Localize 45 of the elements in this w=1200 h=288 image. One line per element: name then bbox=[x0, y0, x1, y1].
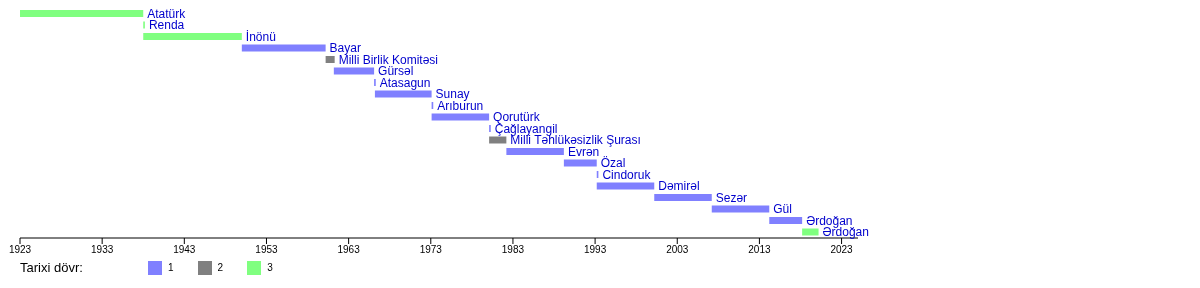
bar bbox=[325, 56, 335, 63]
x-tick-label: 1923 bbox=[8, 244, 32, 256]
y-tick-label: Özal bbox=[600, 156, 626, 170]
x-tick-label: 1943 bbox=[173, 244, 196, 256]
bar bbox=[143, 33, 242, 40]
x-tick-label: 2013 bbox=[748, 244, 771, 256]
y-tick-label: Evrən bbox=[567, 144, 600, 159]
y-tick-label: Atatürk bbox=[147, 6, 187, 21]
bar bbox=[802, 228, 819, 236]
y-tick-label: Sunay bbox=[435, 87, 470, 101]
bar bbox=[506, 148, 564, 155]
x-tick-label: 2003 bbox=[666, 244, 689, 256]
y-tick-label: Sezər bbox=[715, 190, 748, 205]
x-tick-label: 1933 bbox=[91, 244, 114, 256]
bar bbox=[333, 67, 375, 75]
bar bbox=[654, 194, 712, 201]
x-tick-label: 1953 bbox=[255, 244, 279, 256]
y-tick-label: Qorutürk bbox=[493, 110, 541, 124]
y-tick-label: İnönü bbox=[245, 29, 276, 44]
legend-title: Tarixi dövr: bbox=[20, 260, 84, 275]
y-tick-label: Renda bbox=[148, 18, 185, 32]
bar bbox=[769, 217, 803, 224]
bar bbox=[563, 159, 597, 167]
legend-label: 1 bbox=[168, 262, 174, 273]
bar bbox=[374, 90, 432, 98]
x-tick-label: 2023 bbox=[830, 244, 854, 256]
x-tick-label: 1963 bbox=[337, 244, 361, 256]
legend-label: 3 bbox=[267, 262, 273, 273]
x-tick-label: 1983 bbox=[501, 244, 525, 256]
y-tick-label: Dəmirəl bbox=[658, 179, 700, 193]
y-tick-label: Ərdoğan bbox=[806, 213, 853, 228]
y-tick-label: Atasagun bbox=[379, 75, 431, 90]
bar bbox=[711, 205, 770, 213]
y-tick-label: Cindoruk bbox=[602, 167, 652, 182]
x-tick-label: 1993 bbox=[583, 244, 607, 256]
bar bbox=[596, 182, 655, 190]
bar bbox=[489, 136, 507, 144]
bar bbox=[431, 113, 490, 121]
y-tick-label: Bayar bbox=[329, 41, 361, 55]
y-tick-label: Gürsəl bbox=[378, 64, 414, 78]
bar bbox=[20, 10, 144, 17]
x-tick-label: 1973 bbox=[419, 244, 443, 256]
legend-label: 2 bbox=[217, 262, 224, 273]
bar bbox=[241, 44, 326, 52]
y-tick-label: Gül bbox=[773, 202, 792, 216]
